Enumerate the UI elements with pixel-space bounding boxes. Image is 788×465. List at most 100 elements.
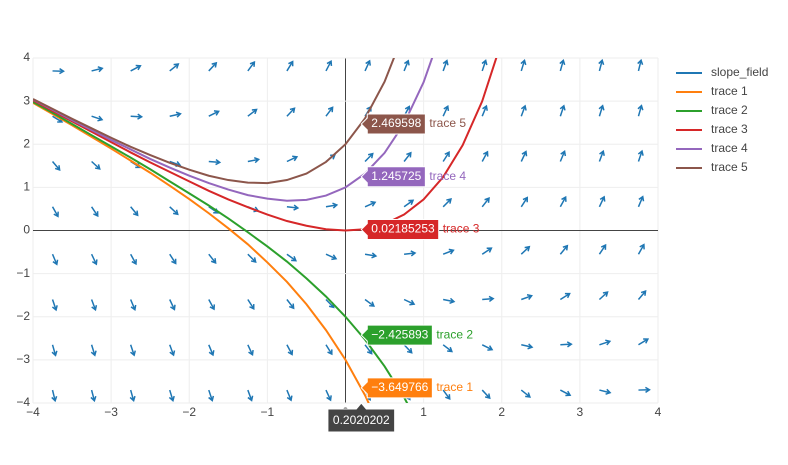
x-tick-label: 4 (655, 405, 662, 419)
legend-label: trace 2 (711, 103, 748, 117)
slope-arrow (90, 206, 99, 218)
slope-arrow (364, 152, 374, 163)
slope-arrow (520, 150, 528, 162)
slope-arrow (560, 341, 573, 348)
hover-value: 2.469598 (371, 116, 421, 130)
hover-x-value: 0.2020202 (333, 413, 390, 427)
slope-arrow (364, 200, 377, 208)
trace-line (33, 58, 434, 202)
slope-arrow (481, 104, 488, 117)
slope-arrow (364, 298, 375, 307)
slope-arrow (91, 66, 104, 73)
slope-arrow (403, 59, 410, 72)
slope-arrow (130, 64, 142, 72)
trace-line (33, 101, 370, 403)
slope-arrow (442, 389, 451, 401)
slope-arrow (599, 339, 612, 346)
slope-arrow (247, 344, 254, 357)
slope-arrow (637, 149, 644, 162)
slope-arrow (325, 253, 338, 261)
slope-arrow (208, 61, 218, 72)
legend-label: slope_field (711, 65, 768, 79)
hover-name: trace 3 (443, 222, 480, 236)
slope-arrow (208, 344, 215, 357)
slope-arrow (90, 344, 97, 357)
x-tick-label: 1 (420, 405, 427, 419)
slope-arrow (442, 344, 453, 353)
legend-item[interactable]: trace 2 (676, 103, 748, 117)
slope-arrow (247, 389, 254, 402)
x-tick-label: −1 (261, 405, 275, 419)
y-tick-label: 4 (23, 50, 30, 64)
hover-box (360, 324, 433, 346)
slope-arrow (208, 158, 222, 166)
y-tick-label: 2 (23, 136, 30, 150)
slope-arrow (598, 243, 607, 255)
slope-arrow (443, 297, 456, 304)
slope-arrow (247, 60, 256, 72)
hover-value: −3.649766 (371, 380, 428, 394)
y-tick-label: −1 (16, 266, 30, 280)
slope-arrow (208, 253, 217, 264)
slope-arrow (482, 295, 495, 303)
slope-arrow (521, 343, 534, 350)
x-tick-label: −3 (104, 405, 118, 419)
slope-arrow (325, 106, 334, 117)
slope-arrow (364, 344, 373, 355)
slope-arrow (520, 196, 529, 208)
slope-arrow (325, 389, 332, 402)
legend-item[interactable]: trace 1 (676, 84, 748, 98)
slope-arrow (598, 104, 605, 117)
slope-arrow (168, 389, 175, 402)
slope-arrow (52, 68, 65, 75)
hover-box (360, 113, 426, 135)
slope-arrow (559, 104, 566, 117)
hover-label: 0.02185253 trace 3 (360, 219, 480, 241)
slope-arrow (169, 111, 182, 118)
y-tick-label: −2 (16, 309, 30, 323)
slope-arrow (442, 151, 450, 162)
slope-arrow (51, 253, 59, 266)
slope-arrow (286, 253, 297, 262)
slope-arrow (286, 60, 294, 72)
legend-item[interactable]: trace 3 (676, 122, 748, 136)
slope-arrow (520, 59, 527, 72)
slope-arrow (247, 108, 258, 117)
slope-arrow (481, 150, 489, 162)
legend-item[interactable]: trace 4 (676, 141, 748, 155)
slope-arrow (169, 299, 176, 311)
hover-label: −3.649766 trace 1 (360, 377, 473, 399)
hover-value: 1.245725 (371, 169, 421, 183)
x-tick-label: −4 (26, 405, 40, 419)
slope-arrow (169, 344, 176, 357)
slope-arrow (598, 195, 606, 208)
hover-box (360, 166, 426, 188)
y-tick-label: −4 (16, 395, 30, 409)
hover-label: 2.469598 trace 5 (360, 113, 466, 135)
hover-name: trace 1 (436, 380, 473, 394)
slope-arrow (247, 253, 257, 263)
slope-arrow (404, 250, 417, 257)
slope-arrow (325, 59, 333, 72)
slope-arrow (403, 151, 412, 162)
hover-value: 0.02185253 (371, 222, 435, 236)
plot-area (33, 58, 651, 403)
y-tick-label: 1 (23, 180, 30, 194)
slope-arrow (559, 150, 567, 162)
slope-arrow (51, 206, 59, 218)
slope-arrow (559, 244, 569, 255)
slope-arrow (559, 292, 571, 301)
hover-x-label: 0.2020202 (327, 402, 396, 433)
slope-arrow (169, 253, 177, 265)
legend-item[interactable]: slope_field (676, 65, 768, 79)
slope-arrow (286, 344, 294, 356)
slope-arrow (442, 59, 449, 72)
legend-item[interactable]: trace 5 (676, 160, 748, 174)
slope-arrow (442, 248, 455, 255)
slope-arrow (638, 386, 651, 393)
hover-name: trace 5 (429, 116, 466, 130)
slope-arrow (208, 110, 220, 117)
slope-arrow (559, 389, 572, 397)
slope-arrow (598, 58, 605, 72)
x-tick-label: 3 (577, 405, 584, 419)
